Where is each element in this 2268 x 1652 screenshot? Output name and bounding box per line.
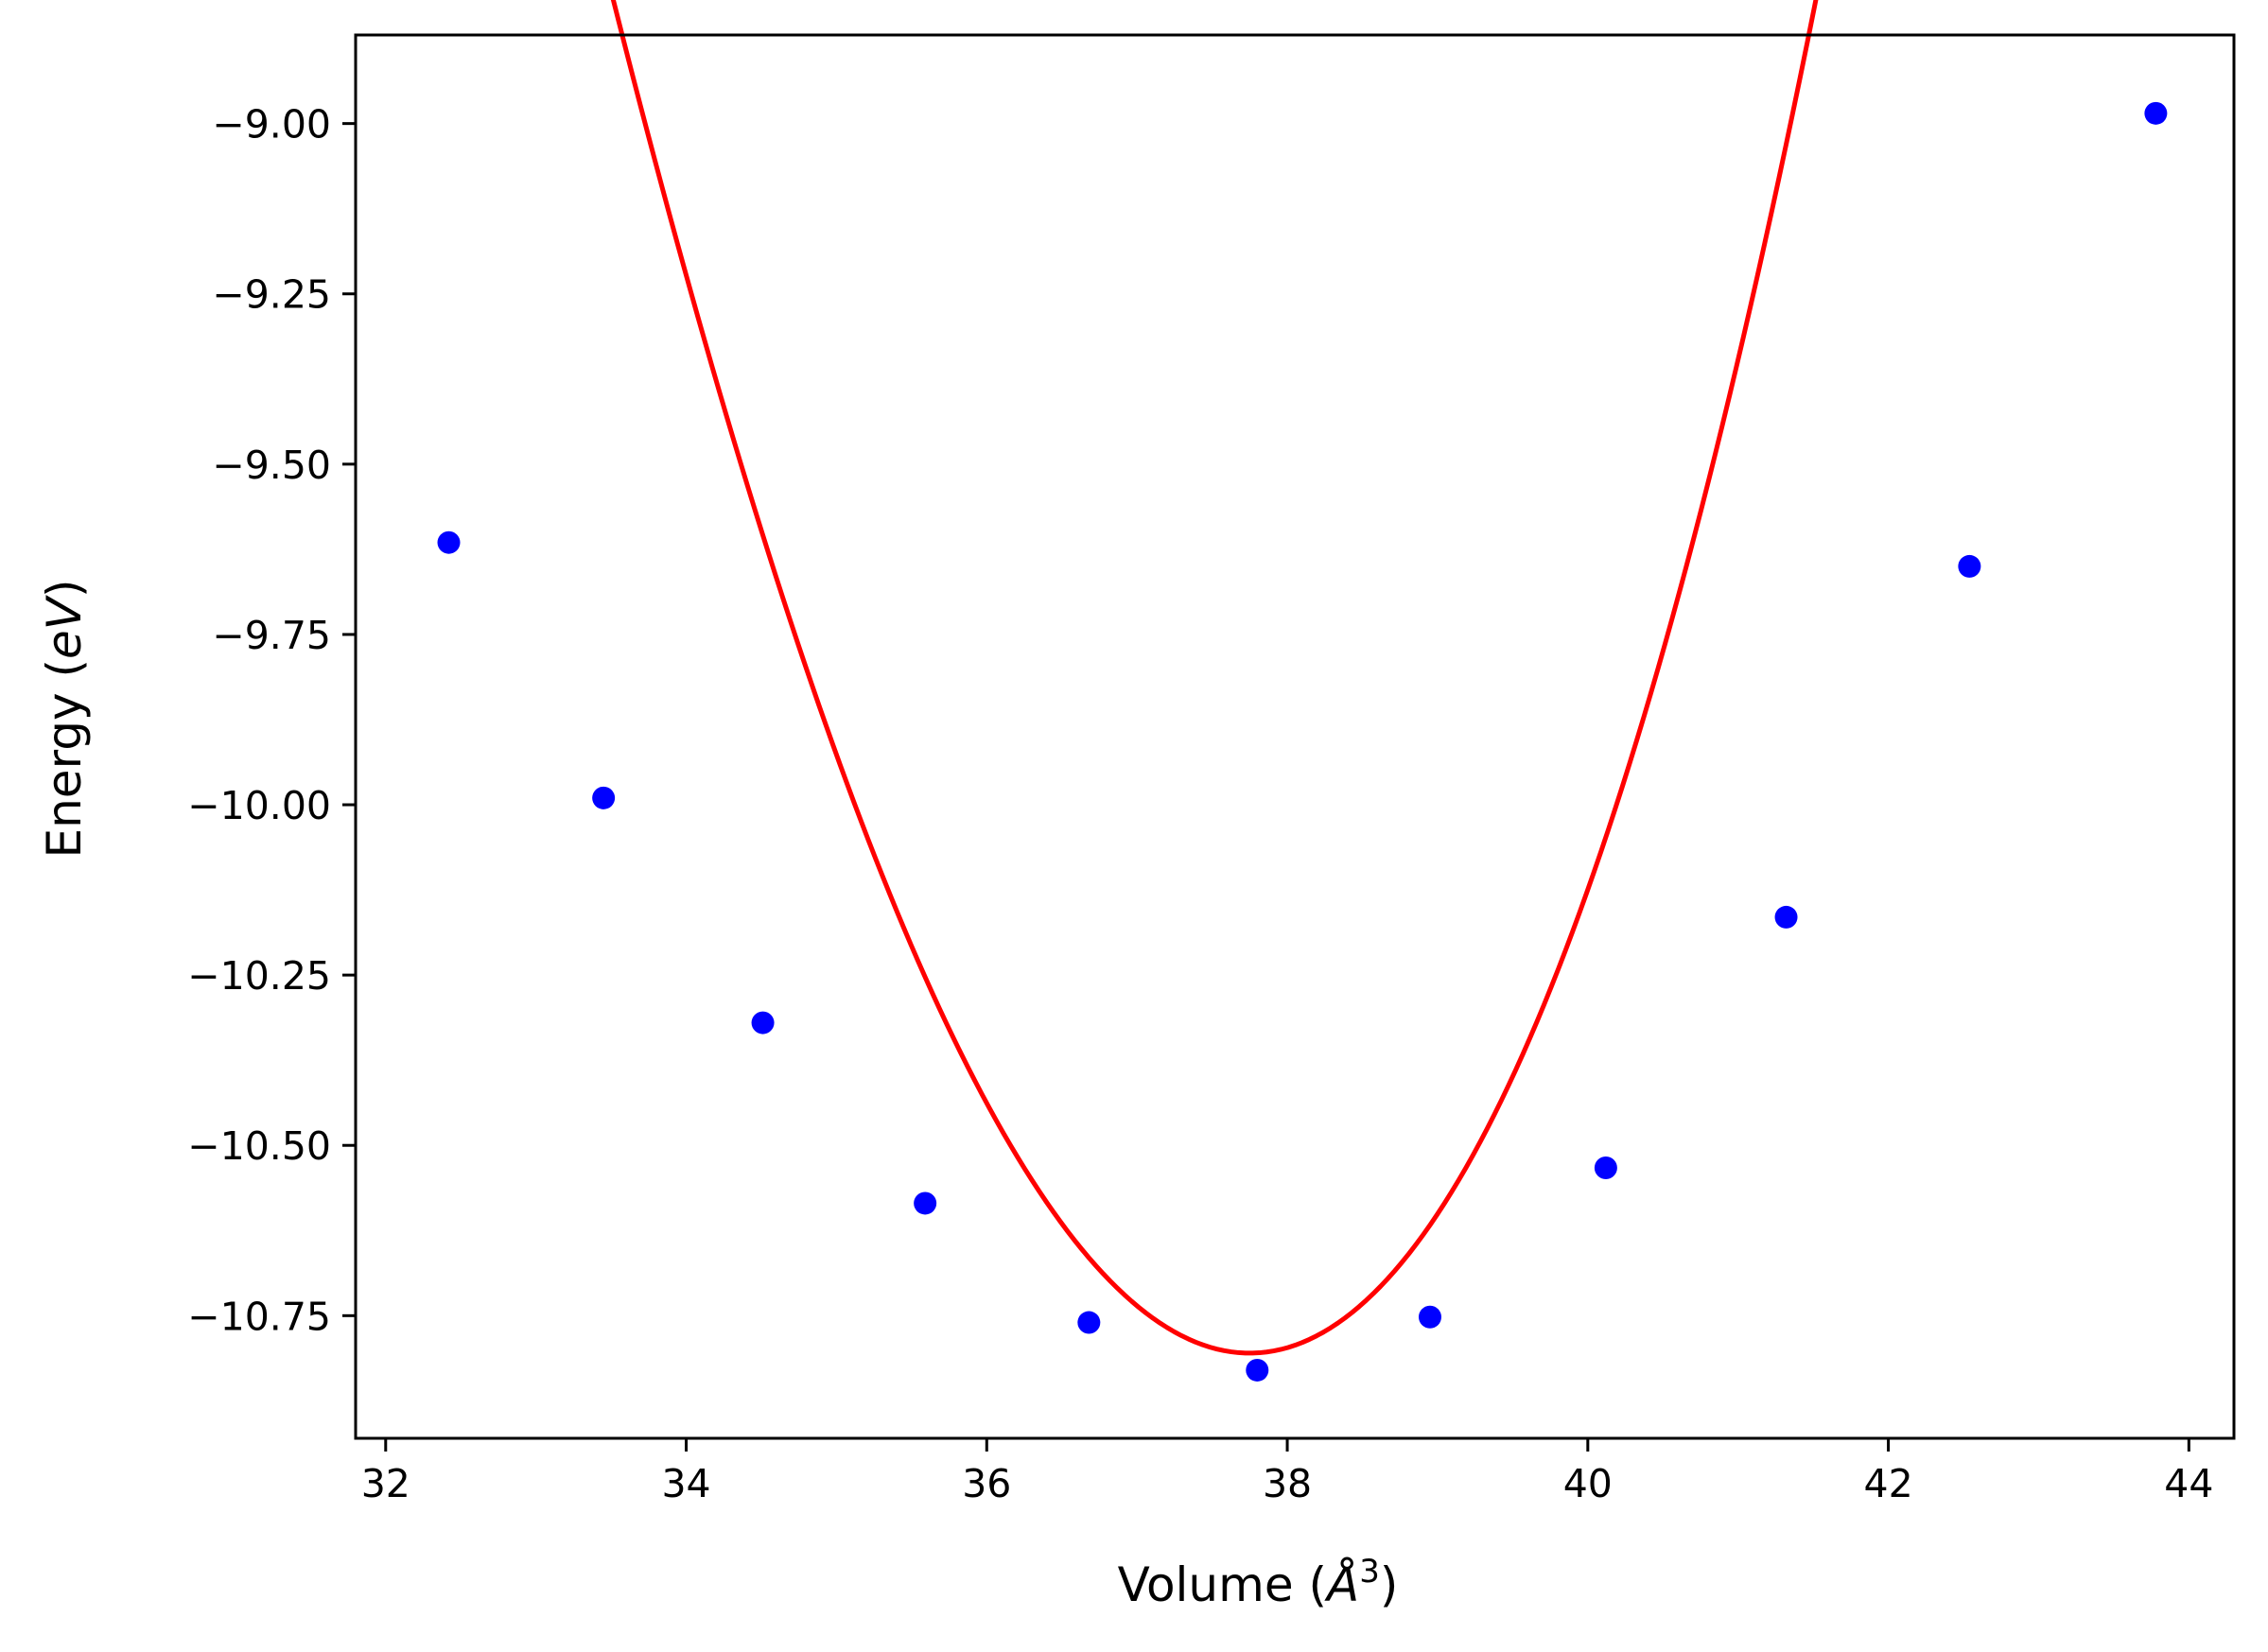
data-point: [437, 530, 461, 554]
x-axis-title-suffix: ): [1380, 1557, 1399, 1612]
x-tick-label: 36: [962, 1461, 1011, 1506]
data-point: [1077, 1311, 1101, 1334]
y-tick-label: −10.50: [187, 1123, 331, 1169]
x-axis-title: Volume (Å3): [1118, 1553, 1399, 1612]
data-point: [1246, 1358, 1269, 1382]
y-axis-title: Energy (eV): [37, 580, 92, 859]
data-points-layer: [437, 101, 2168, 1382]
x-axis-ticks: 32 34 36 38 40 42 44: [361, 1438, 2213, 1506]
data-point: [2144, 101, 2168, 125]
y-axis-title-symbol: eV: [37, 594, 92, 659]
y-tick-label: −9.75: [212, 613, 331, 658]
x-tick-label: 44: [2164, 1461, 2213, 1506]
fit-curve-line: [610, 0, 1819, 1356]
x-tick-label: 40: [1563, 1461, 1613, 1506]
y-tick-label: −9.00: [212, 102, 331, 148]
y-tick-label: −10.00: [187, 783, 331, 828]
x-axis-title-symbol: Å: [1324, 1557, 1359, 1612]
x-axis-title-prefix: Volume (: [1118, 1557, 1327, 1612]
y-tick-label: −10.25: [187, 953, 331, 999]
y-axis-title-prefix: Energy (: [37, 659, 92, 858]
data-point: [751, 1011, 775, 1035]
y-tick-label: −9.50: [212, 443, 331, 488]
y-tick-label: −9.25: [212, 272, 331, 318]
y-axis-ticks: −9.00 −9.25 −9.50 −9.75 −10.00 −10.25 −10.50 −1…: [187, 102, 356, 1339]
data-point: [1418, 1305, 1441, 1329]
x-tick-label: 34: [661, 1461, 710, 1506]
data-point: [1958, 554, 1981, 578]
y-axis-title-suffix: ): [37, 580, 92, 599]
data-point: [1594, 1156, 1617, 1180]
x-axis-title-superscript: 3: [1359, 1553, 1380, 1591]
fit-curve-layer: [610, 0, 1819, 1356]
data-point: [1774, 905, 1798, 929]
data-point: [914, 1191, 937, 1215]
y-tick-label: −10.75: [187, 1294, 331, 1339]
x-tick-label: 32: [361, 1461, 410, 1506]
x-tick-label: 42: [1863, 1461, 1912, 1506]
x-tick-label: 38: [1263, 1461, 1312, 1506]
data-point: [592, 786, 616, 809]
plot-area-frame: [354, 33, 2236, 1440]
